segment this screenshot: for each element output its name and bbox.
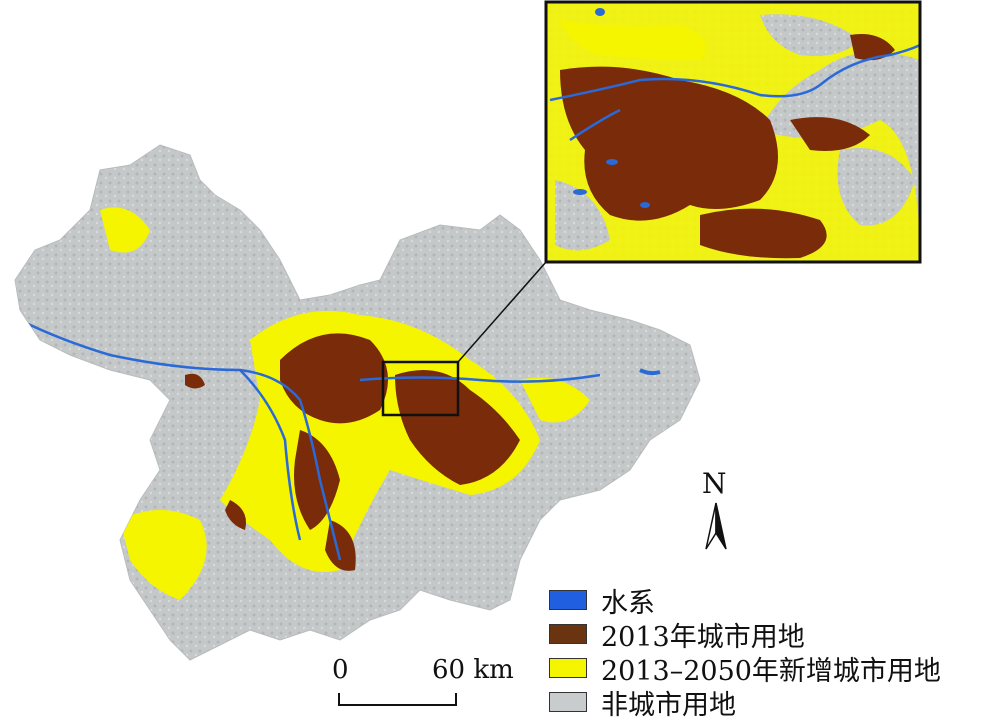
- legend-item-new-urban: 2013–2050年新增城市用地: [549, 653, 941, 687]
- inset-urban-land-2013: [560, 34, 895, 259]
- inset-frame: [544, 0, 922, 264]
- north-arrow-letter: N: [702, 467, 727, 500]
- legend-swatch-urban-2013: [549, 624, 587, 644]
- legend-item-non-urban: 非城市用地: [549, 687, 736, 721]
- zoom-connector-line: [457, 261, 547, 363]
- inset-non-urban-gaps: [555, 14, 918, 251]
- legend-label-urban-2013: 2013年城市用地: [601, 621, 805, 653]
- legend-label-new-urban: 2013–2050年新增城市用地: [601, 655, 941, 687]
- legend-item-urban-2013: 2013年城市用地: [549, 619, 805, 653]
- legend-swatch-non-urban: [549, 692, 587, 712]
- scale-bar-line: [338, 693, 457, 706]
- north-arrow: N: [695, 467, 737, 557]
- legend-swatch-new-urban: [549, 658, 587, 678]
- legend-item-water: 水系: [549, 585, 655, 619]
- scale-end-label: 60 km: [432, 655, 514, 685]
- inset-map: [544, 0, 922, 264]
- scale-start-label: 0: [332, 655, 349, 685]
- scale-bar: 0 60 km: [326, 655, 514, 715]
- main-map-region: [14, 144, 701, 661]
- legend-swatch-water: [549, 590, 587, 610]
- water-system: [19, 318, 661, 561]
- legend-label-non-urban: 非城市用地: [601, 689, 736, 721]
- north-arrow-icon: [705, 502, 727, 550]
- legend-label-water: 水系: [601, 587, 655, 619]
- inset-water-bodies: [573, 8, 650, 208]
- zoom-extent-box: [381, 360, 460, 417]
- inset-water: [549, 43, 920, 142]
